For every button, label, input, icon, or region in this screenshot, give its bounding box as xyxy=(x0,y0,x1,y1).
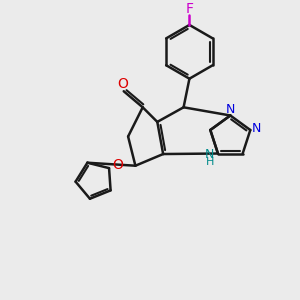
Text: N: N xyxy=(205,148,214,161)
Text: F: F xyxy=(185,2,194,16)
Text: N: N xyxy=(252,122,261,135)
Text: N: N xyxy=(226,103,235,116)
Text: O: O xyxy=(118,77,129,91)
Text: H: H xyxy=(206,157,214,167)
Text: O: O xyxy=(112,158,123,172)
